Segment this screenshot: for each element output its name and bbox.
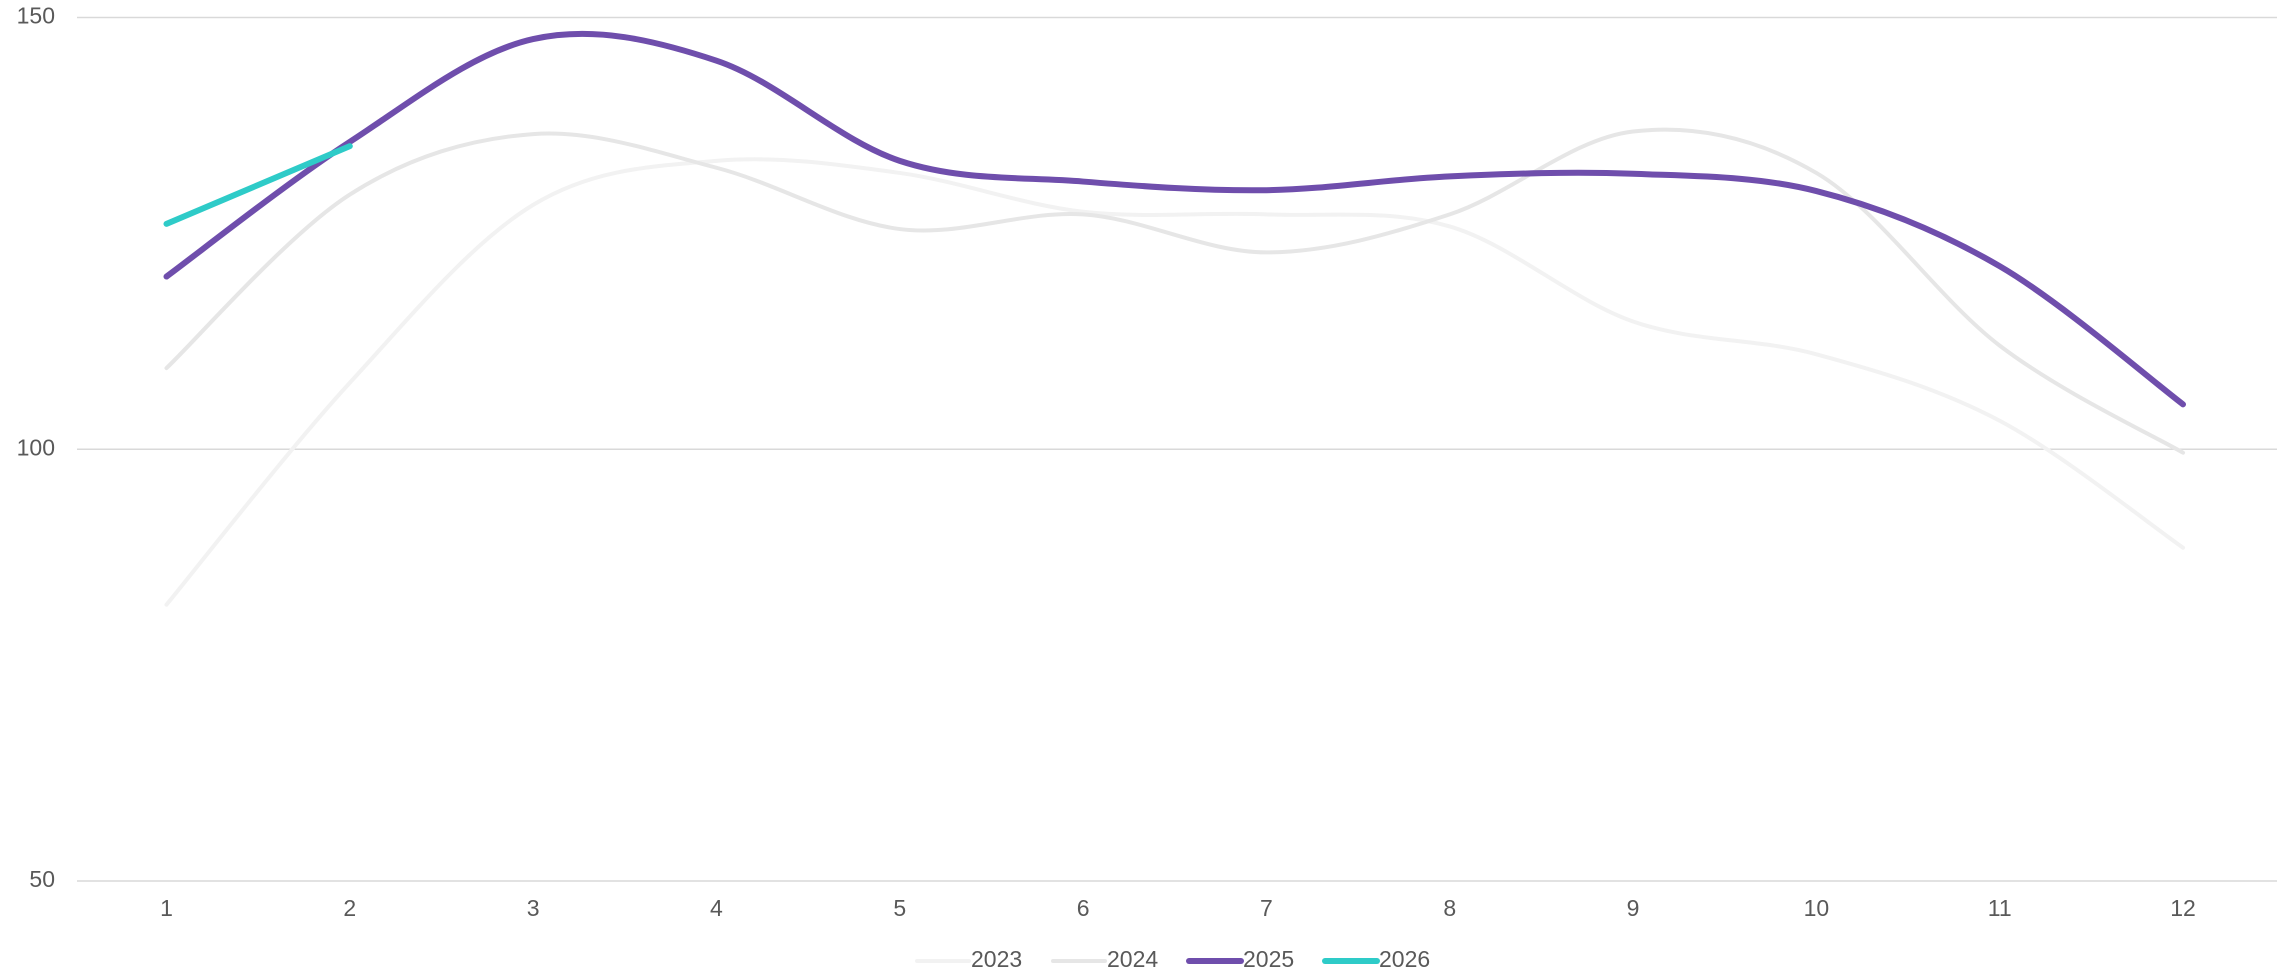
x-tick-label: 2 xyxy=(343,895,356,921)
x-tick-label: 1 xyxy=(160,895,173,921)
y-tick-label: 100 xyxy=(17,434,55,460)
x-tick-label: 7 xyxy=(1260,895,1273,921)
series-line xyxy=(163,30,2186,408)
x-tick-label: 10 xyxy=(1804,895,1830,921)
x-tick-label: 9 xyxy=(1627,895,1640,921)
y-tick-label: 150 xyxy=(17,3,55,29)
x-tick-label: 6 xyxy=(1077,895,1090,921)
series-line xyxy=(163,143,353,227)
y-tick-label: 50 xyxy=(29,866,55,892)
x-tick-label: 8 xyxy=(1443,895,1456,921)
x-tick-label: 12 xyxy=(2170,895,2196,921)
x-tick-label: 5 xyxy=(893,895,906,921)
legend-label: 2023 xyxy=(971,946,1022,972)
legend-label: 2026 xyxy=(1379,946,1430,972)
legend-label: 2024 xyxy=(1107,946,1158,972)
series-line xyxy=(164,157,2185,607)
legend-label: 2025 xyxy=(1243,946,1294,972)
series-line xyxy=(164,127,2185,455)
x-tick-label: 3 xyxy=(527,895,540,921)
x-tick-label: 11 xyxy=(1988,895,2012,921)
x-tick-label: 4 xyxy=(710,895,723,921)
